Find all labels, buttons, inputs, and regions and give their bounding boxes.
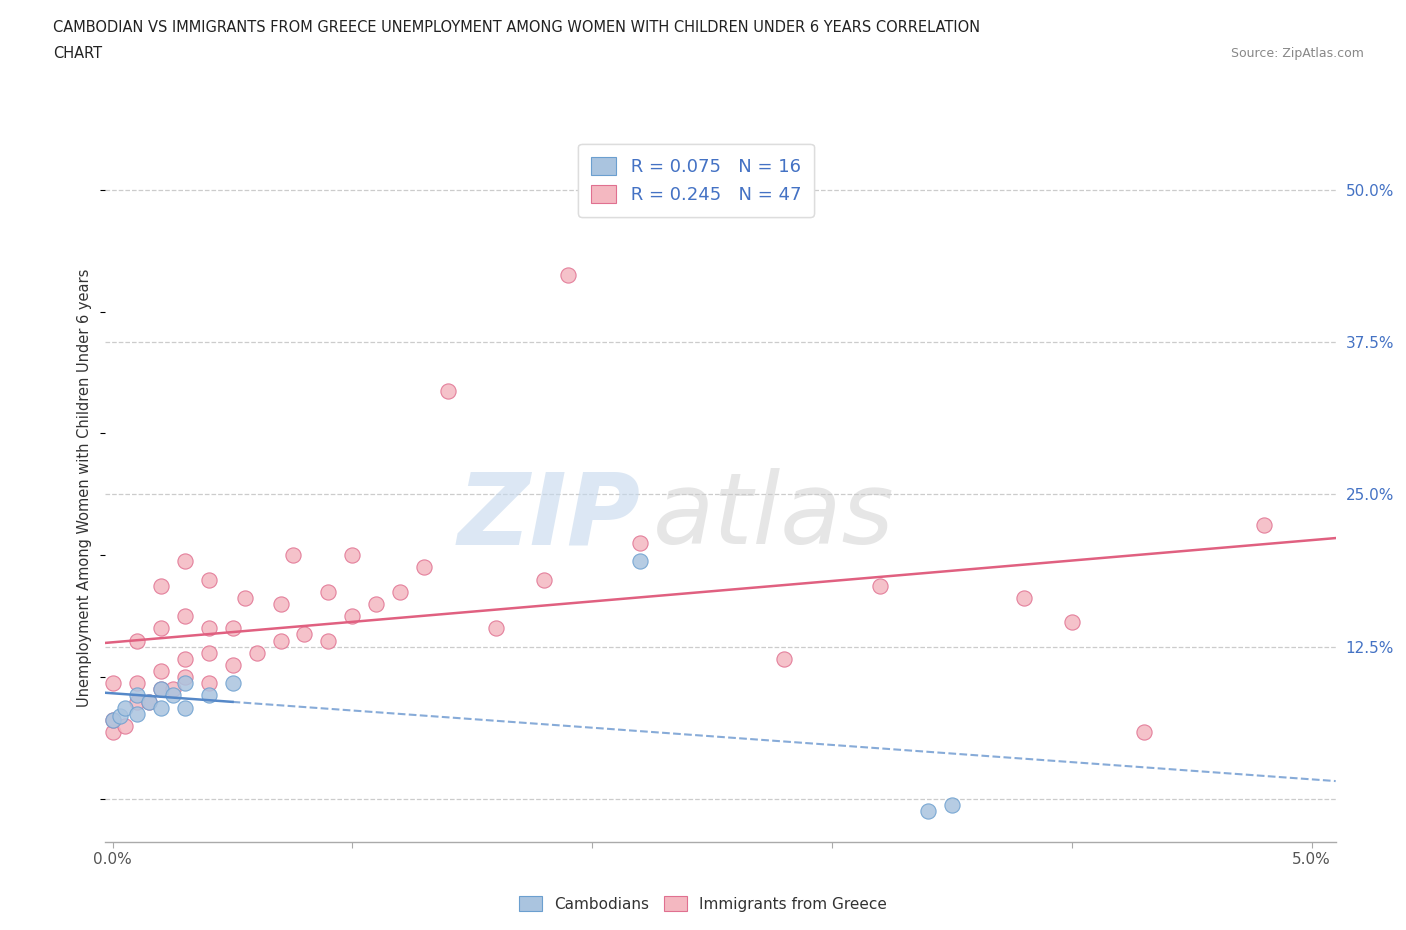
Text: atlas: atlas <box>652 468 894 565</box>
Point <box>437 383 460 398</box>
Point <box>869 578 891 593</box>
Point <box>149 700 172 715</box>
Point <box>108 709 131 724</box>
Point <box>389 584 412 599</box>
Point <box>173 676 195 691</box>
Point <box>941 798 963 813</box>
Text: Source: ZipAtlas.com: Source: ZipAtlas.com <box>1230 46 1364 60</box>
Point <box>773 651 796 666</box>
Text: CHART: CHART <box>53 46 103 61</box>
Y-axis label: Unemployment Among Women with Children Under 6 years: Unemployment Among Women with Children U… <box>77 269 93 708</box>
Point <box>125 688 148 703</box>
Point <box>628 554 651 569</box>
Point <box>233 591 256 605</box>
Point <box>281 548 304 563</box>
Point <box>197 621 219 636</box>
Legend:  R = 0.075   N = 16,  R = 0.245   N = 47: R = 0.075 N = 16, R = 0.245 N = 47 <box>578 144 814 217</box>
Point <box>173 670 195 684</box>
Point <box>125 676 148 691</box>
Point <box>101 712 124 727</box>
Point <box>149 682 172 697</box>
Point <box>1060 615 1083 630</box>
Point <box>149 664 172 679</box>
Legend: Cambodians, Immigrants from Greece: Cambodians, Immigrants from Greece <box>513 889 893 918</box>
Point <box>342 609 364 624</box>
Point <box>366 596 388 611</box>
Point <box>342 548 364 563</box>
Point <box>101 712 124 727</box>
Point <box>125 694 148 709</box>
Point <box>294 627 316 642</box>
Point <box>413 560 436 575</box>
Point <box>162 688 184 703</box>
Text: CAMBODIAN VS IMMIGRANTS FROM GREECE UNEMPLOYMENT AMONG WOMEN WITH CHILDREN UNDER: CAMBODIAN VS IMMIGRANTS FROM GREECE UNEM… <box>53 20 980 35</box>
Point <box>125 706 148 721</box>
Point <box>917 804 939 818</box>
Point <box>318 584 340 599</box>
Point <box>557 268 579 283</box>
Point <box>221 658 243 672</box>
Point <box>221 621 243 636</box>
Point <box>318 633 340 648</box>
Point <box>197 572 219 587</box>
Point <box>197 688 219 703</box>
Point <box>149 682 172 697</box>
Point <box>114 700 136 715</box>
Point <box>138 694 160 709</box>
Point <box>485 621 508 636</box>
Point <box>125 633 148 648</box>
Point <box>221 676 243 691</box>
Point <box>173 651 195 666</box>
Point <box>114 719 136 734</box>
Text: ZIP: ZIP <box>457 468 641 565</box>
Point <box>270 633 292 648</box>
Point <box>101 724 124 739</box>
Point <box>173 609 195 624</box>
Point <box>162 682 184 697</box>
Point <box>197 645 219 660</box>
Point <box>197 676 219 691</box>
Point <box>138 694 160 709</box>
Point <box>173 554 195 569</box>
Point <box>1012 591 1035 605</box>
Point <box>1133 724 1156 739</box>
Point <box>101 676 124 691</box>
Point <box>1253 517 1275 532</box>
Point <box>533 572 555 587</box>
Point <box>270 596 292 611</box>
Point <box>149 578 172 593</box>
Point <box>245 645 267 660</box>
Point <box>173 700 195 715</box>
Point <box>149 621 172 636</box>
Point <box>628 536 651 551</box>
